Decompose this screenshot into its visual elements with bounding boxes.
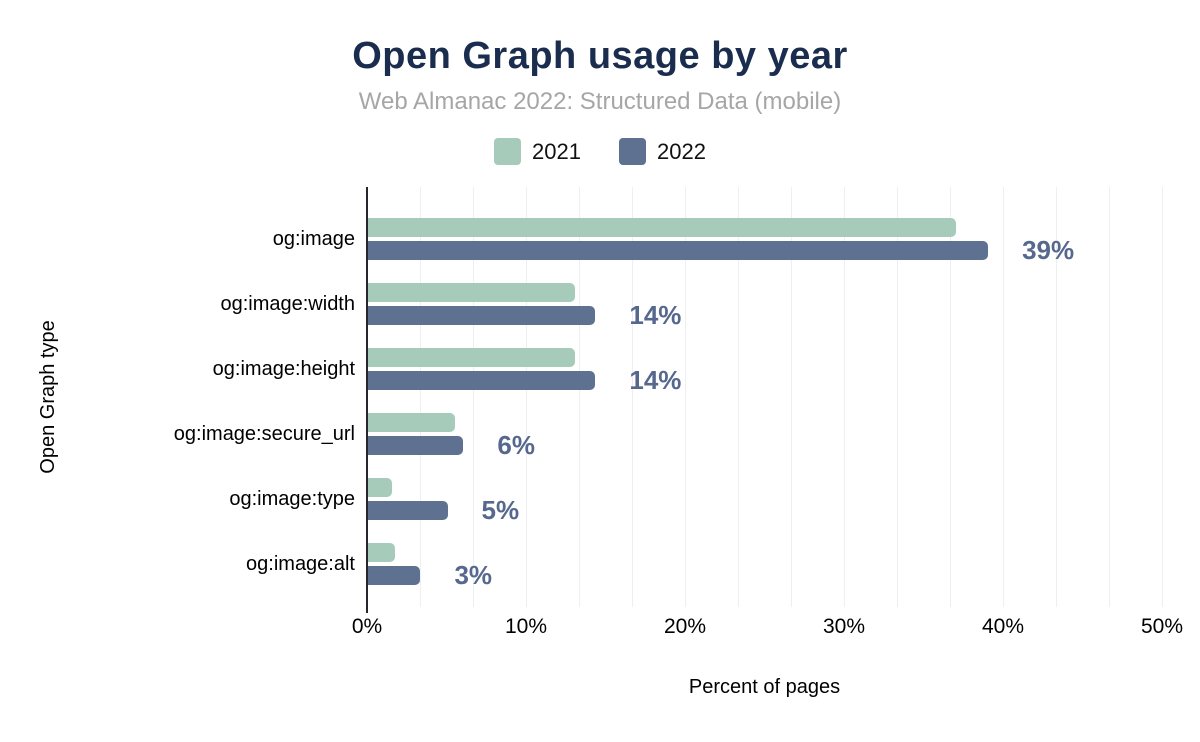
x-tick-label: 40%: [981, 615, 1025, 638]
gridline: [1109, 187, 1110, 607]
legend-item-2021: 2021: [494, 138, 581, 165]
category-label: og:image:type: [229, 488, 355, 510]
data-label: 39%: [1022, 235, 1075, 265]
bar-2022: [368, 306, 596, 325]
chart-subtitle: Web Almanac 2022: Structured Data (mobil…: [358, 88, 842, 115]
data-label: 14%: [629, 300, 682, 330]
bar-2022: [368, 241, 989, 260]
x-tick-label: 20%: [663, 615, 707, 638]
category-label: og:image:height: [212, 358, 355, 380]
bar-2022: [368, 371, 596, 390]
data-label: 14%: [629, 365, 682, 395]
bar-2022: [368, 566, 421, 585]
category-label: og:image:width: [220, 293, 355, 315]
y-axis-title: Open Graph type: [37, 320, 59, 474]
category-label: og:image:secure_url: [173, 423, 355, 445]
legend-swatch-2021: [494, 138, 522, 165]
legend-label-2021: 2021: [532, 138, 581, 164]
data-label: 5%: [481, 495, 520, 525]
y-axis-line: [366, 187, 368, 613]
gridline: [632, 187, 633, 607]
bar-2021: [368, 218, 957, 237]
x-axis-title: Percent of pages: [688, 676, 841, 698]
gridline: [897, 187, 898, 607]
data-label: 6%: [497, 430, 535, 460]
gridline: [420, 187, 421, 607]
x-tick-label: 50%: [1140, 615, 1184, 638]
bar-2021: [368, 348, 575, 367]
gridline: [950, 187, 951, 607]
gridline: [579, 187, 580, 607]
x-tick-label: 10%: [504, 615, 548, 638]
gridline: [1162, 187, 1163, 607]
gridline: [685, 187, 686, 607]
gridline: [1056, 187, 1057, 607]
gridline: [473, 187, 474, 607]
gridline: [791, 187, 792, 607]
legend-swatch-2022: [619, 138, 646, 165]
gridline: [1003, 187, 1004, 607]
chart-title: Open Graph usage by year: [352, 35, 848, 77]
bar-2021: [368, 543, 396, 562]
bar-2021: [368, 413, 456, 432]
legend-item-2022: 2022: [619, 138, 706, 165]
category-label: og:image: [272, 228, 355, 250]
legend: 2021 2022: [0, 138, 1200, 165]
bar-2022: [368, 436, 464, 455]
bar-2021: [368, 478, 392, 497]
gridline: [844, 187, 845, 607]
category-label: og:image:alt: [246, 553, 355, 575]
x-tick-label: 0%: [351, 615, 383, 638]
gridline: [526, 187, 527, 607]
data-label: 3%: [454, 560, 493, 590]
legend-label-2022: 2022: [657, 138, 706, 164]
gridline: [738, 187, 739, 607]
bar-2021: [368, 283, 575, 302]
bar-2022: [368, 501, 448, 520]
x-tick-label: 30%: [822, 615, 866, 638]
